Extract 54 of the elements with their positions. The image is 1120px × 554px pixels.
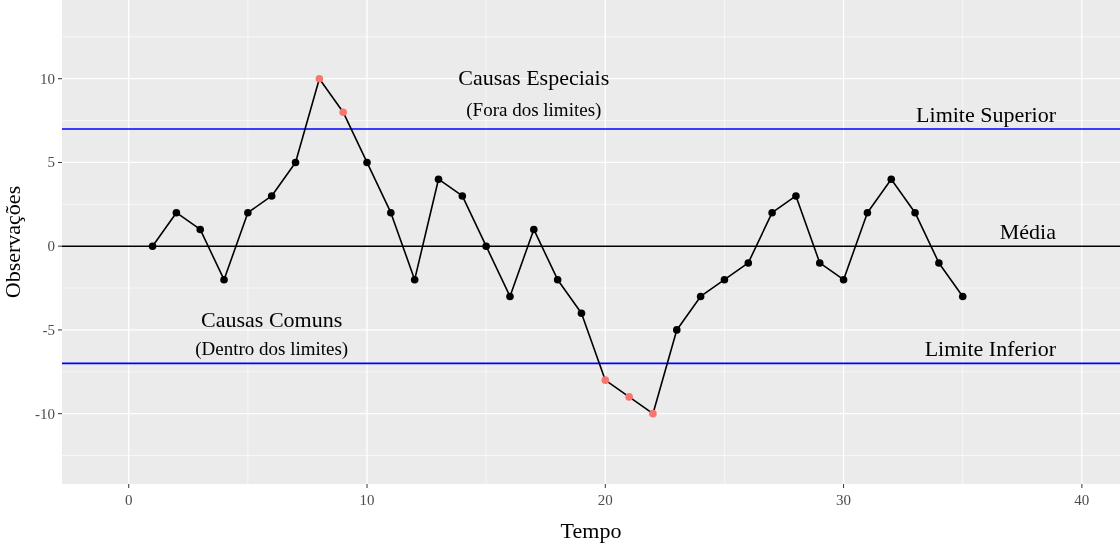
point	[601, 376, 610, 384]
x-tick-label: 0	[124, 492, 133, 508]
point	[291, 158, 300, 167]
point	[935, 259, 943, 267]
point	[458, 192, 467, 200]
point	[339, 108, 347, 117]
y-tick-label: -10	[35, 405, 55, 422]
point	[863, 208, 872, 217]
point	[267, 192, 276, 200]
point	[672, 326, 681, 334]
y-tick-label: 10	[40, 70, 55, 87]
point	[839, 275, 848, 284]
annotation: Causas Comuns	[201, 306, 343, 332]
point	[148, 242, 157, 250]
point	[244, 208, 252, 217]
point	[434, 175, 443, 183]
ref-line-label: Limite Inferior	[924, 336, 1057, 362]
point	[625, 393, 633, 401]
point	[577, 309, 586, 317]
y-tick-label: -5	[42, 321, 55, 338]
point	[363, 158, 371, 167]
y-tick-label: 5	[47, 154, 55, 171]
x-tick-label: 10	[359, 492, 375, 508]
y-tick-label: 0	[47, 238, 55, 255]
point	[649, 409, 657, 418]
point	[768, 208, 776, 217]
point	[815, 259, 824, 267]
point	[792, 192, 800, 200]
point	[744, 259, 753, 267]
x-tick-label: 30	[836, 492, 852, 508]
y-axis-title: Observações	[0, 185, 25, 299]
point	[410, 275, 419, 284]
ref-line-label: Limite Superior	[916, 101, 1057, 127]
point	[720, 275, 729, 284]
x-tick-label: 20	[597, 492, 613, 508]
ref-line-label: Média	[999, 219, 1057, 245]
point	[553, 275, 562, 284]
point	[911, 208, 919, 217]
point	[315, 74, 324, 83]
x-axis-title: Tempo	[560, 518, 622, 543]
annotation: Causas Especiais	[458, 65, 610, 91]
point	[196, 225, 205, 234]
point	[696, 292, 705, 301]
annotation: (Fora dos limites)	[466, 98, 602, 121]
point	[220, 275, 228, 284]
point	[387, 208, 395, 217]
point	[482, 242, 490, 250]
point	[506, 292, 514, 301]
point	[172, 208, 181, 217]
point	[887, 175, 896, 183]
point	[530, 225, 538, 234]
annotation: (Dentro dos limites)	[195, 338, 349, 361]
point	[958, 292, 967, 301]
x-tick-label: 40	[1074, 492, 1090, 508]
